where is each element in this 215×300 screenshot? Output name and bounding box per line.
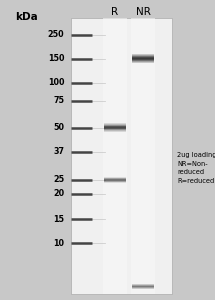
Bar: [104, 129, 126, 130]
Bar: [132, 57, 154, 58]
Text: 20: 20: [53, 189, 64, 198]
Text: kDa: kDa: [15, 12, 38, 22]
Bar: [131, 18, 155, 294]
Bar: [104, 130, 126, 131]
Text: 250: 250: [48, 30, 64, 39]
Text: 100: 100: [48, 78, 64, 87]
Bar: [104, 131, 126, 132]
Bar: [104, 128, 126, 129]
Text: 10: 10: [54, 238, 64, 247]
Bar: [132, 59, 154, 60]
Bar: [132, 55, 154, 56]
Bar: [104, 126, 126, 127]
Text: 150: 150: [48, 54, 64, 63]
Text: 50: 50: [54, 123, 64, 132]
Bar: [104, 127, 126, 128]
Bar: [132, 58, 154, 59]
Text: 37: 37: [54, 147, 64, 156]
Text: 2ug loading
NR=Non-
reduced
R=reduced: 2ug loading NR=Non- reduced R=reduced: [177, 152, 215, 184]
Bar: [132, 54, 154, 55]
Text: 25: 25: [53, 176, 64, 184]
Bar: [104, 124, 126, 125]
Bar: [132, 61, 154, 62]
Bar: [132, 60, 154, 61]
Text: 15: 15: [54, 214, 64, 224]
Text: R: R: [111, 7, 119, 17]
Bar: [71, 18, 172, 294]
Bar: [104, 123, 126, 124]
Bar: [103, 18, 127, 294]
Bar: [132, 56, 154, 57]
Text: NR: NR: [135, 7, 150, 17]
Text: 75: 75: [54, 96, 64, 105]
Bar: [132, 62, 154, 63]
Bar: [104, 125, 126, 126]
